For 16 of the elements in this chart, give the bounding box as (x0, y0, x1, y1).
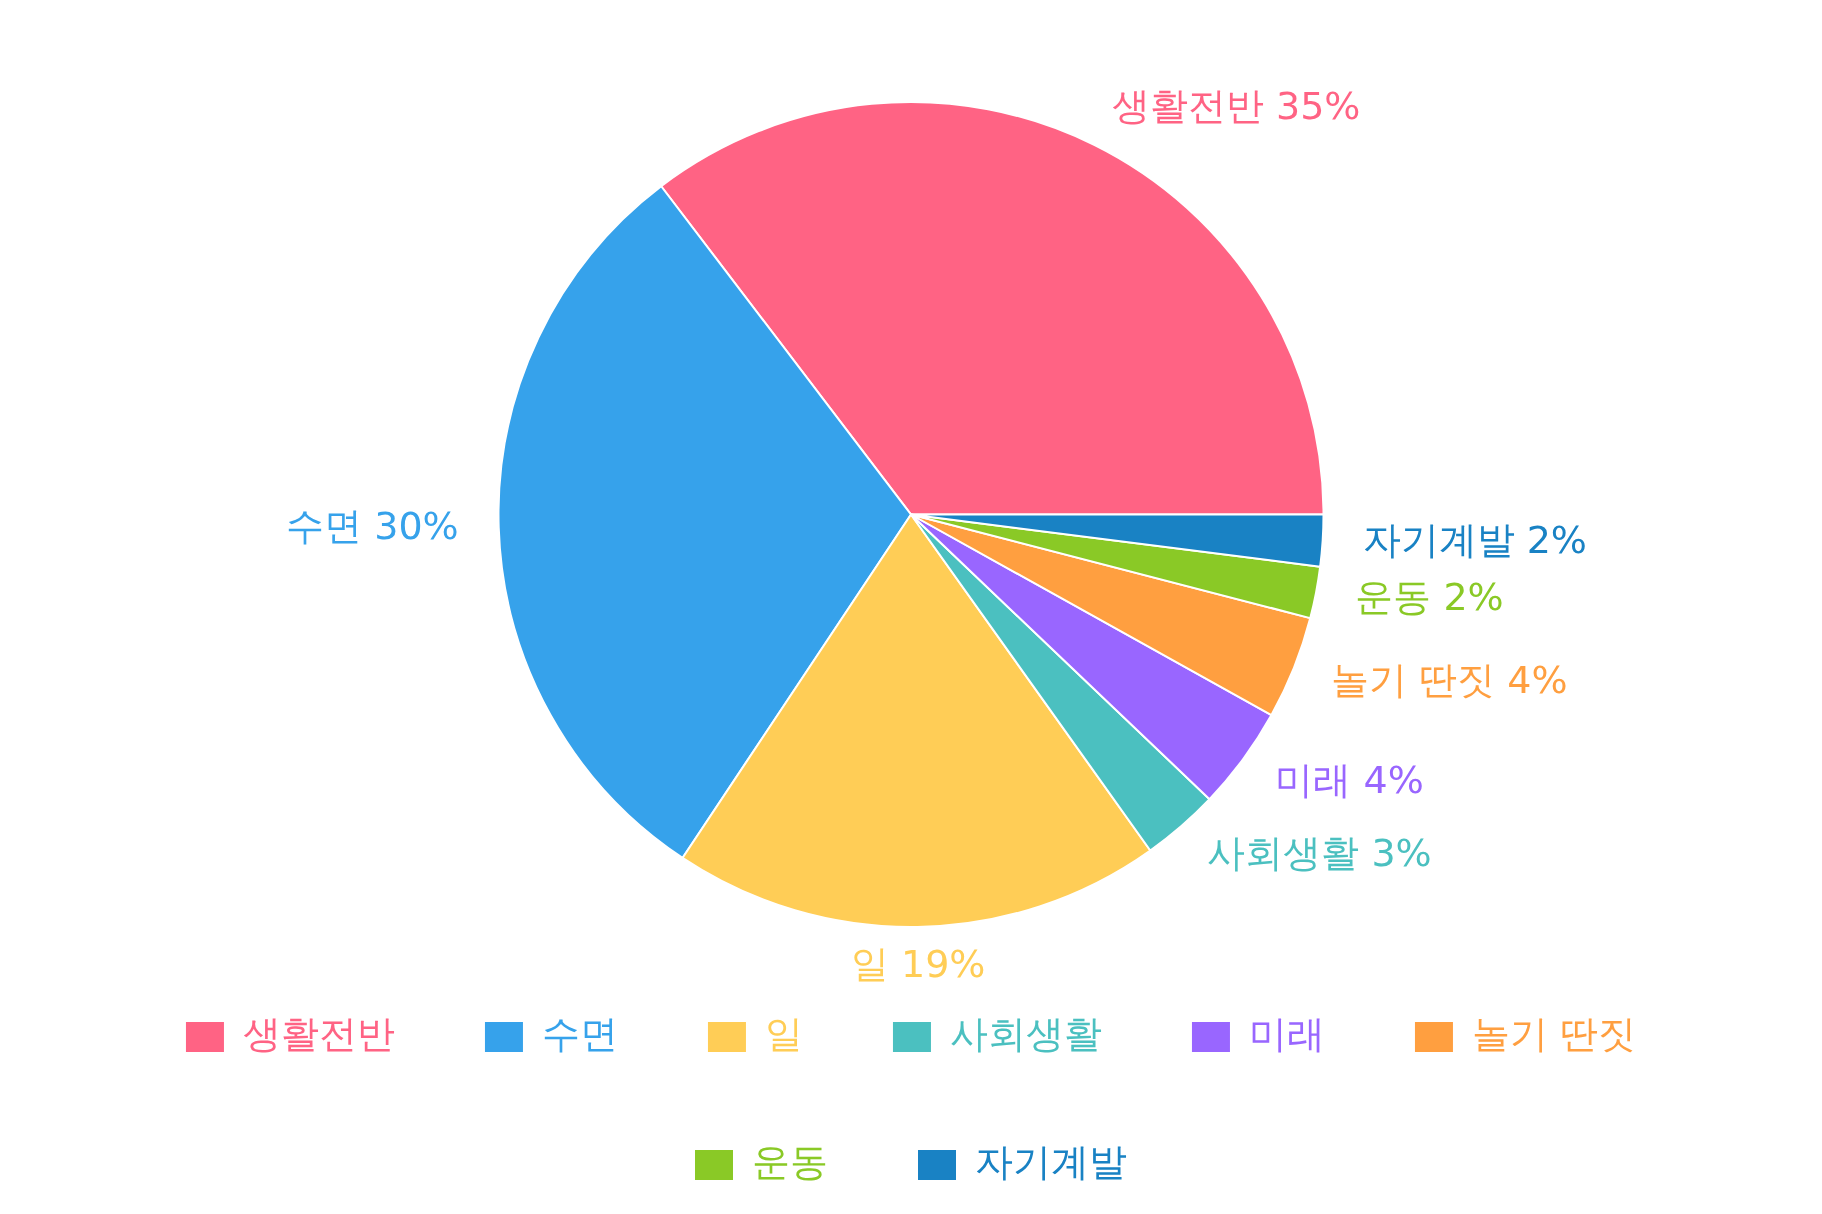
legend-label: 일 (764, 1011, 803, 1056)
legend-label: 미래 (1248, 1011, 1325, 1056)
legend-label: 수면 (541, 1011, 618, 1056)
legend-label: 생활전반 (242, 1011, 395, 1056)
category-label: 미래 4% (1275, 757, 1424, 802)
legend-label: 놀기 딴짓 (1471, 1011, 1637, 1056)
category-label: 수면 30% (286, 503, 459, 548)
legend-label: 운동 (752, 1139, 828, 1184)
category-label: 생활전반 35% (1111, 83, 1361, 128)
category-label: 자기계발 2% (1362, 518, 1587, 563)
category-label: 놀기 딴짓 4% (1331, 657, 1568, 702)
legend-label: 자기계발 (975, 1139, 1127, 1184)
category-label: 일 19% (850, 941, 986, 986)
category-label: 사회생활 3% (1207, 831, 1432, 876)
category-label: 운동 2% (1355, 575, 1504, 620)
legend-label: 사회생활 (949, 1011, 1102, 1056)
